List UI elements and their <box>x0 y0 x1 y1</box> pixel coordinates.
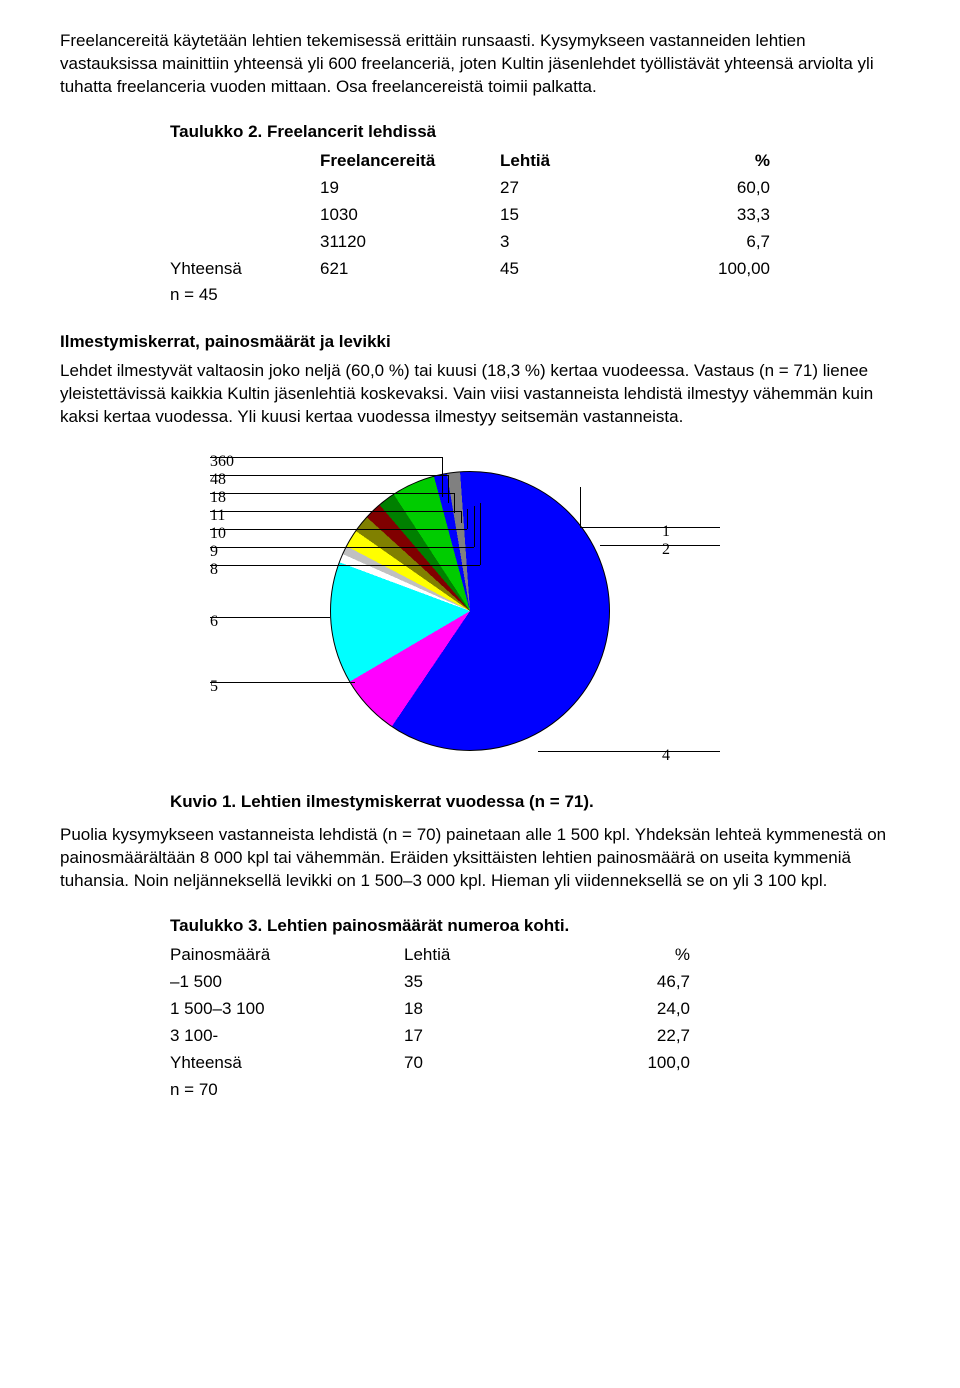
pie-label: 5 <box>210 676 218 698</box>
leader-line <box>210 475 448 476</box>
td: 27 <box>500 175 650 202</box>
table2-title: Taulukko 2. Freelancerit lehdissä <box>170 121 770 144</box>
td: Yhteensä <box>170 256 320 283</box>
leader-line <box>448 475 449 503</box>
td: 24,0 <box>560 996 690 1023</box>
leader-line <box>442 457 443 497</box>
td: 60,0 <box>650 175 770 202</box>
leader-line <box>210 493 454 494</box>
pie-chart: 360 48 18 11 10 9 8 6 5 <box>210 451 810 771</box>
pie-disc <box>330 471 610 751</box>
td: 100,00 <box>650 256 770 283</box>
table-row: 19 27 60,0 <box>170 175 770 202</box>
th: Freelancereitä <box>320 148 500 175</box>
leader-line <box>210 457 442 458</box>
td: 33,3 <box>650 202 770 229</box>
td: 15 <box>500 202 650 229</box>
pie-label: 2 <box>662 539 670 561</box>
body-paragraph: Puolia kysymykseen vastanneista lehdistä… <box>60 824 900 893</box>
pie-left-labels: 360 48 18 11 10 9 8 6 5 <box>210 451 290 771</box>
td: 17 <box>404 1023 560 1050</box>
td: 100,0 <box>560 1050 690 1077</box>
td: 22,7 <box>560 1023 690 1050</box>
td: 31120 <box>320 229 500 256</box>
table-row: Yhteensä 70 100,0 <box>170 1050 690 1077</box>
td: n = 45 <box>170 282 770 309</box>
intro-paragraph: Freelancereitä käytetään lehtien tekemis… <box>60 30 900 99</box>
td: –1 500 <box>170 969 404 996</box>
th: % <box>560 942 690 969</box>
table2-block: Taulukko 2. Freelancerit lehdissä Freela… <box>170 121 770 310</box>
table2: Freelancereitä Lehtiä % 19 27 60,0 1030 … <box>170 148 770 310</box>
figure-caption: Kuvio 1. Lehtien ilmestymiskerrat vuodes… <box>170 791 900 814</box>
td: 3 100- <box>170 1023 404 1050</box>
td <box>170 202 320 229</box>
section-title: Ilmestymiskerrat, painosmäärät ja levikk… <box>60 331 900 354</box>
td: n = 70 <box>170 1077 690 1104</box>
table-row: n = 70 <box>170 1077 690 1104</box>
leader-line <box>210 511 461 512</box>
td: 621 <box>320 256 500 283</box>
td: 3 <box>500 229 650 256</box>
th <box>170 148 320 175</box>
table-row: Painosmäärä Lehtiä % <box>170 942 690 969</box>
td: 35 <box>404 969 560 996</box>
leader-line <box>210 617 330 618</box>
leader-line <box>467 509 468 529</box>
pie-label: 8 <box>210 559 218 581</box>
leader-line <box>210 529 467 530</box>
leader-line <box>461 511 462 523</box>
table-row: 1 500–3 100 18 24,0 <box>170 996 690 1023</box>
th: Lehtiä <box>404 942 560 969</box>
table-row: –1 500 35 46,7 <box>170 969 690 996</box>
body-paragraph: Lehdet ilmestyvät valtaosin joko neljä (… <box>60 360 900 429</box>
th: Painosmäärä <box>170 942 404 969</box>
table3: Painosmäärä Lehtiä % –1 500 35 46,7 1 50… <box>170 942 690 1104</box>
leader-line <box>580 487 581 527</box>
leader-line <box>210 682 355 683</box>
table-row: 31120 3 6,7 <box>170 229 770 256</box>
table-row: 1030 15 33,3 <box>170 202 770 229</box>
table-row: Freelancereitä Lehtiä % <box>170 148 770 175</box>
td: 1 500–3 100 <box>170 996 404 1023</box>
pie-label: 4 <box>662 745 670 767</box>
table-row: Yhteensä 621 45 100,00 <box>170 256 770 283</box>
leader-line <box>210 547 474 548</box>
th: % <box>650 148 770 175</box>
td: 19 <box>320 175 500 202</box>
pie-right-labels: 1 2 4 <box>650 451 730 771</box>
td: 6,7 <box>650 229 770 256</box>
table3-block: Taulukko 3. Lehtien painosmäärät numeroa… <box>170 915 690 1104</box>
td: 46,7 <box>560 969 690 996</box>
table-row: 3 100- 17 22,7 <box>170 1023 690 1050</box>
th: Lehtiä <box>500 148 650 175</box>
td <box>170 175 320 202</box>
leader-line <box>454 493 455 513</box>
pie-label: 6 <box>210 611 218 633</box>
table-row: n = 45 <box>170 282 770 309</box>
td <box>170 229 320 256</box>
leader-line <box>210 565 480 566</box>
td: Yhteensä <box>170 1050 404 1077</box>
td: 70 <box>404 1050 560 1077</box>
td: 45 <box>500 256 650 283</box>
td: 18 <box>404 996 560 1023</box>
table3-title: Taulukko 3. Lehtien painosmäärät numeroa… <box>170 915 690 938</box>
td: 1030 <box>320 202 500 229</box>
leader-line <box>474 506 475 547</box>
leader-line <box>480 503 481 565</box>
